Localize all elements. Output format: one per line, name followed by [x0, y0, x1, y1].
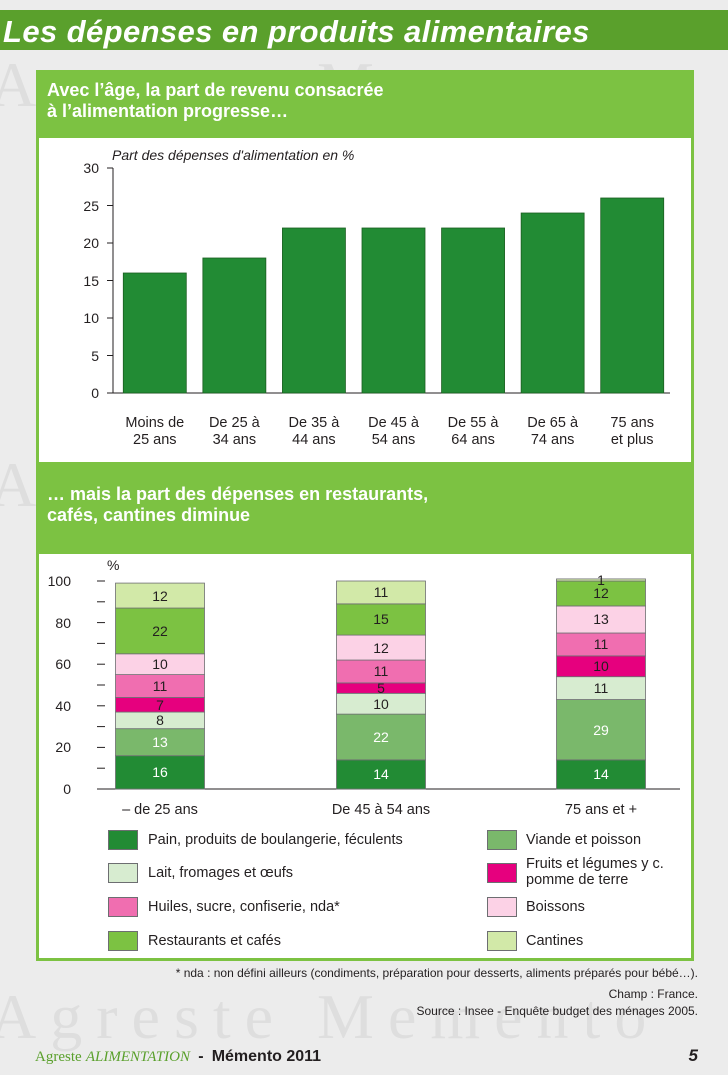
- chart1-category-label: De 25 à 34 ans: [194, 415, 274, 449]
- chart1-category-line: 54 ans: [371, 432, 416, 448]
- chart1-y-tick-label: 5: [91, 347, 99, 364]
- legend-swatch: [108, 931, 138, 951]
- legend-swatch: [487, 931, 517, 951]
- chart2-ylabel: %: [107, 557, 120, 573]
- page-number: 5: [688, 1046, 698, 1065]
- chart1-category-label: De 65 à 74 ans: [513, 415, 593, 449]
- chart2-segment-label: 11: [152, 678, 168, 695]
- footer-brand: Agreste: [35, 1049, 82, 1065]
- legend-label: Restaurants et cafés: [148, 933, 281, 949]
- age-share-heading-line: Avec l’âge, la part de revenu consacrée: [47, 80, 384, 100]
- chart2-y-tick-label: 100: [47, 573, 71, 589]
- note-source: Source : Insee - Enquête budget des ména…: [416, 1004, 698, 1018]
- legend-label: Boissons: [526, 899, 585, 915]
- chart2-y-tick-label: 80: [55, 614, 71, 631]
- legend-swatch: [487, 897, 517, 917]
- chart2-segment-label: 16: [152, 764, 168, 781]
- chart1-category-line: 34 ans: [212, 432, 257, 448]
- chart1-category-label: De 55 à 64 ans: [433, 415, 513, 449]
- chart2-category-label: – de 25 ans: [122, 802, 198, 818]
- chart2-segment-label: 1: [597, 571, 605, 588]
- chart2-segment-label: 14: [373, 766, 389, 783]
- chart2-segment-label: 10: [152, 656, 168, 673]
- chart2-segment-label: 7: [156, 696, 164, 713]
- chart1-category-line: 75 ans: [610, 415, 654, 431]
- chart2-segment-label: 22: [373, 729, 389, 745]
- chart1-category-line: De 25 à: [208, 415, 260, 431]
- chart2-category-label: De 45 à 54 ans: [331, 802, 431, 818]
- chart1-category-line: Moins de: [125, 415, 185, 431]
- chart2-category-label: 75 ans et +: [564, 802, 638, 818]
- chart1-category-line: 64 ans: [451, 432, 495, 448]
- chart2-segment-label: 5: [377, 680, 385, 697]
- chart1-y-tick-label: 20: [83, 235, 99, 251]
- chart2-segment-label: 22: [152, 622, 168, 639]
- chart2-segment-label: 29: [593, 721, 609, 738]
- chart1-y-tick-label: 25: [83, 197, 99, 214]
- chart1-category-line: et plus: [610, 432, 654, 448]
- title-bar: [0, 10, 728, 50]
- chart2-y-tick-label: 60: [55, 656, 71, 673]
- watermark: Agreste Memento: [0, 981, 661, 1052]
- chart2-segment-label: 11: [373, 663, 389, 680]
- chart2-y-tick-label: 0: [63, 781, 71, 797]
- age-share-heading: Avec l’âge, la part de revenu consacrée …: [39, 73, 691, 138]
- footer-publication: Mémento 2011: [211, 1048, 322, 1065]
- chart1-y-tick-label: 15: [83, 272, 99, 289]
- footer-separator: -: [198, 1048, 204, 1065]
- chart1-category-label: De 35 à 44 ans: [274, 415, 354, 449]
- legend-label: Fruits et légumes y c. pomme de terre: [526, 856, 664, 888]
- legend-label: Viande et poisson: [526, 832, 642, 848]
- legend-label: Cantines: [526, 933, 584, 949]
- chart1-axis-title: Part des dépenses d'alimentation en %: [112, 147, 355, 163]
- chart2-segment-label: 10: [593, 658, 609, 675]
- page-title: Les dépenses en produits alimentaires: [3, 14, 590, 49]
- legend-swatch: [487, 863, 517, 883]
- legend-label: Pain, produits de boulangerie, féculents: [148, 832, 403, 848]
- chart1-category-line: De 55 à: [447, 415, 499, 431]
- footer-section: ALIMENTATION: [85, 1049, 191, 1065]
- chart1-category-line: De 35 à: [288, 415, 340, 431]
- chart2-segment-label: 12: [593, 585, 609, 602]
- legend-label: Huiles, sucre, confiserie, nda*: [148, 899, 340, 915]
- chart2-segment-label: 12: [152, 587, 168, 604]
- chart2-segment-label: 11: [593, 680, 609, 697]
- chart1-category-line: De 65 à: [527, 415, 579, 431]
- legend-swatch: [487, 830, 517, 850]
- legend-swatch: [108, 863, 138, 883]
- age-share-heading-line: à l’alimentation progresse…: [47, 101, 289, 121]
- legend-swatch: [108, 897, 138, 917]
- restaurant-share-heading: … mais la part des dépenses en restauran…: [39, 468, 691, 554]
- chart1-category-line: De 45 à: [368, 415, 419, 431]
- chart2-segment-label: 13: [152, 734, 168, 751]
- chart2-segment-label: 11: [373, 584, 389, 601]
- restaurant-share-heading-line: … mais la part des dépenses en restauran…: [47, 484, 429, 504]
- chart2-segment-label: 12: [373, 639, 389, 656]
- legend-label: Lait, fromages et œufs: [148, 865, 294, 881]
- footer: Agreste ALIMENTATION - Mémento 2011: [35, 1048, 321, 1066]
- restaurant-share-heading-line: cafés, cantines diminue: [47, 505, 251, 525]
- chart2-segment-label: 15: [373, 611, 389, 628]
- note-nda: * nda : non défini ailleurs (condiments,…: [175, 966, 698, 980]
- chart2-segment-label: 13: [593, 611, 609, 628]
- note-champ: Champ : France.: [608, 987, 698, 1001]
- chart1-category-label: 75 ans et plus: [592, 415, 672, 449]
- chart1-y-tick-label: 10: [83, 310, 99, 326]
- chart1-y-tick-label: 30: [83, 160, 99, 176]
- chart1-category-line: 25 ans: [133, 432, 177, 448]
- chart2-segment-label: 14: [593, 766, 609, 783]
- chart1-category-label: Moins de 25 ans: [115, 415, 195, 449]
- chart2-y-tick-label: 20: [55, 739, 71, 756]
- age-share-panel: Avec l’âge, la part de revenu consacrée …: [36, 70, 694, 465]
- chart1-category-line: 74 ans: [530, 432, 575, 448]
- chart1-category-line: 44 ans: [292, 432, 336, 448]
- chart2-segment-label: 8: [156, 712, 164, 729]
- chart1-y-tick-label: 0: [91, 385, 99, 401]
- chart2-segment-label: 10: [373, 695, 389, 712]
- chart2-segment-label: 11: [593, 636, 609, 653]
- chart2-y-tick-label: 40: [55, 697, 71, 714]
- chart1-category-label: De 45 à 54 ans: [354, 415, 434, 449]
- legend-swatch: [108, 830, 138, 850]
